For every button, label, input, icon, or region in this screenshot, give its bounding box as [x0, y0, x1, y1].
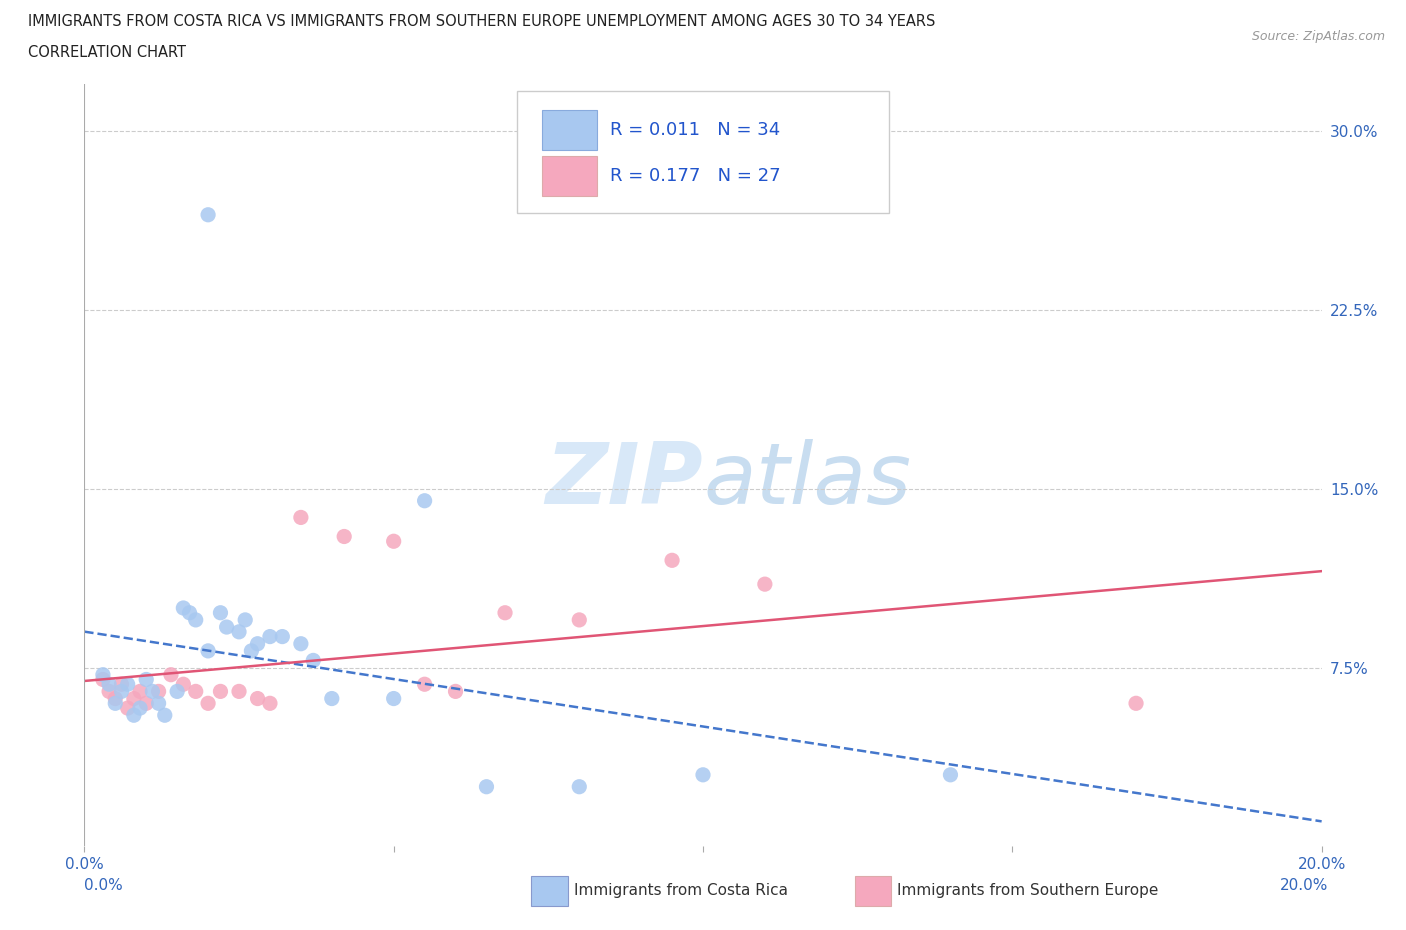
Point	[172, 677, 194, 692]
Point	[475, 779, 498, 794]
Point	[184, 684, 207, 698]
Point	[148, 684, 170, 698]
Point	[259, 630, 281, 644]
Point	[240, 644, 263, 658]
Point	[413, 677, 436, 692]
Point	[271, 630, 294, 644]
Point	[246, 691, 269, 706]
Text: IMMIGRANTS FROM COSTA RICA VS IMMIGRANTS FROM SOUTHERN EUROPE UNEMPLOYMENT AMONG: IMMIGRANTS FROM COSTA RICA VS IMMIGRANTS…	[28, 14, 935, 29]
Text: atlas: atlas	[703, 439, 911, 522]
Point	[122, 708, 145, 723]
Point	[494, 605, 516, 620]
FancyBboxPatch shape	[517, 91, 889, 213]
Point	[321, 691, 343, 706]
Point	[172, 601, 194, 616]
Point	[117, 677, 139, 692]
Point	[259, 696, 281, 711]
Point	[129, 700, 152, 715]
Point	[179, 605, 201, 620]
Point	[91, 672, 114, 687]
Point	[661, 553, 683, 568]
Point	[91, 668, 114, 683]
Text: 20.0%: 20.0%	[1281, 878, 1329, 893]
Point	[135, 696, 157, 711]
Point	[290, 636, 312, 651]
Text: R = 0.011   N = 34: R = 0.011 N = 34	[610, 121, 780, 140]
FancyBboxPatch shape	[543, 111, 596, 150]
Text: 0.0%: 0.0%	[84, 878, 124, 893]
Point	[98, 684, 121, 698]
Point	[290, 510, 312, 525]
Point	[692, 767, 714, 782]
Point	[754, 577, 776, 591]
Point	[117, 700, 139, 715]
Point	[209, 605, 232, 620]
Point	[160, 668, 183, 683]
Point	[228, 624, 250, 639]
Point	[135, 672, 157, 687]
Point	[233, 613, 256, 628]
Point	[246, 636, 269, 651]
Text: R = 0.177   N = 27: R = 0.177 N = 27	[610, 167, 780, 185]
Point	[184, 613, 207, 628]
Point	[98, 677, 121, 692]
Point	[110, 677, 132, 692]
Point	[333, 529, 356, 544]
Point	[166, 684, 188, 698]
Point	[197, 696, 219, 711]
Point	[413, 493, 436, 508]
Point	[228, 684, 250, 698]
Point	[382, 534, 405, 549]
FancyBboxPatch shape	[543, 156, 596, 196]
Point	[104, 696, 127, 711]
Point	[110, 684, 132, 698]
Point	[209, 684, 232, 698]
Text: Source: ZipAtlas.com: Source: ZipAtlas.com	[1251, 30, 1385, 43]
Point	[148, 696, 170, 711]
Point	[382, 691, 405, 706]
Point	[104, 691, 127, 706]
Point	[141, 684, 163, 698]
Point	[1125, 696, 1147, 711]
Point	[302, 653, 325, 668]
Point	[197, 644, 219, 658]
Point	[568, 779, 591, 794]
Point	[215, 619, 238, 634]
Text: Immigrants from Costa Rica: Immigrants from Costa Rica	[574, 884, 787, 898]
Point	[568, 613, 591, 628]
Point	[939, 767, 962, 782]
Point	[153, 708, 176, 723]
Text: Immigrants from Southern Europe: Immigrants from Southern Europe	[897, 884, 1159, 898]
Text: CORRELATION CHART: CORRELATION CHART	[28, 45, 186, 60]
Point	[444, 684, 467, 698]
Text: ZIP: ZIP	[546, 439, 703, 522]
Point	[197, 207, 219, 222]
Point	[122, 691, 145, 706]
Point	[129, 684, 152, 698]
